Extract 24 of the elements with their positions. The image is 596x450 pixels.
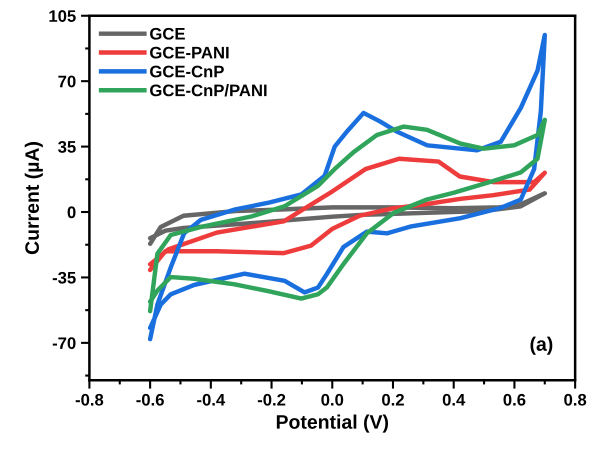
- x-tick-label: 0.0: [321, 394, 344, 406]
- y-tick-label: -35: [52, 272, 76, 284]
- x-tick-label: 0.8: [564, 394, 586, 406]
- line-series: [148, 118, 548, 314]
- legend-label: GCE: [150, 28, 185, 40]
- x-tick-label: -0.6: [136, 394, 164, 406]
- x-tick-label: 0.4: [442, 394, 466, 406]
- y-tick-label: 105: [49, 10, 76, 22]
- x-tick-label: 0.2: [382, 394, 404, 406]
- x-tick-label: -0.4: [197, 394, 226, 406]
- x-tick-label: -0.8: [76, 394, 104, 406]
- legend-label: GCE-CnP/PANI: [150, 84, 267, 96]
- x-tick-label: -0.2: [258, 394, 286, 406]
- line-series: [148, 156, 548, 272]
- legend-label: GCE-CnP: [150, 66, 224, 78]
- legend-label: GCE-PANI: [150, 46, 229, 59]
- y-tick-label: -70: [52, 337, 76, 350]
- y-tick-label: 70: [58, 76, 76, 88]
- x-tick-label: 0.6: [504, 394, 526, 406]
- y-tick-label: 0: [68, 206, 76, 218]
- y-axis-title: Current (µA): [24, 142, 43, 254]
- y-tick-label: 35: [58, 140, 76, 153]
- x-axis-title: Potential (V): [276, 414, 388, 433]
- annotation: (a): [530, 336, 552, 355]
